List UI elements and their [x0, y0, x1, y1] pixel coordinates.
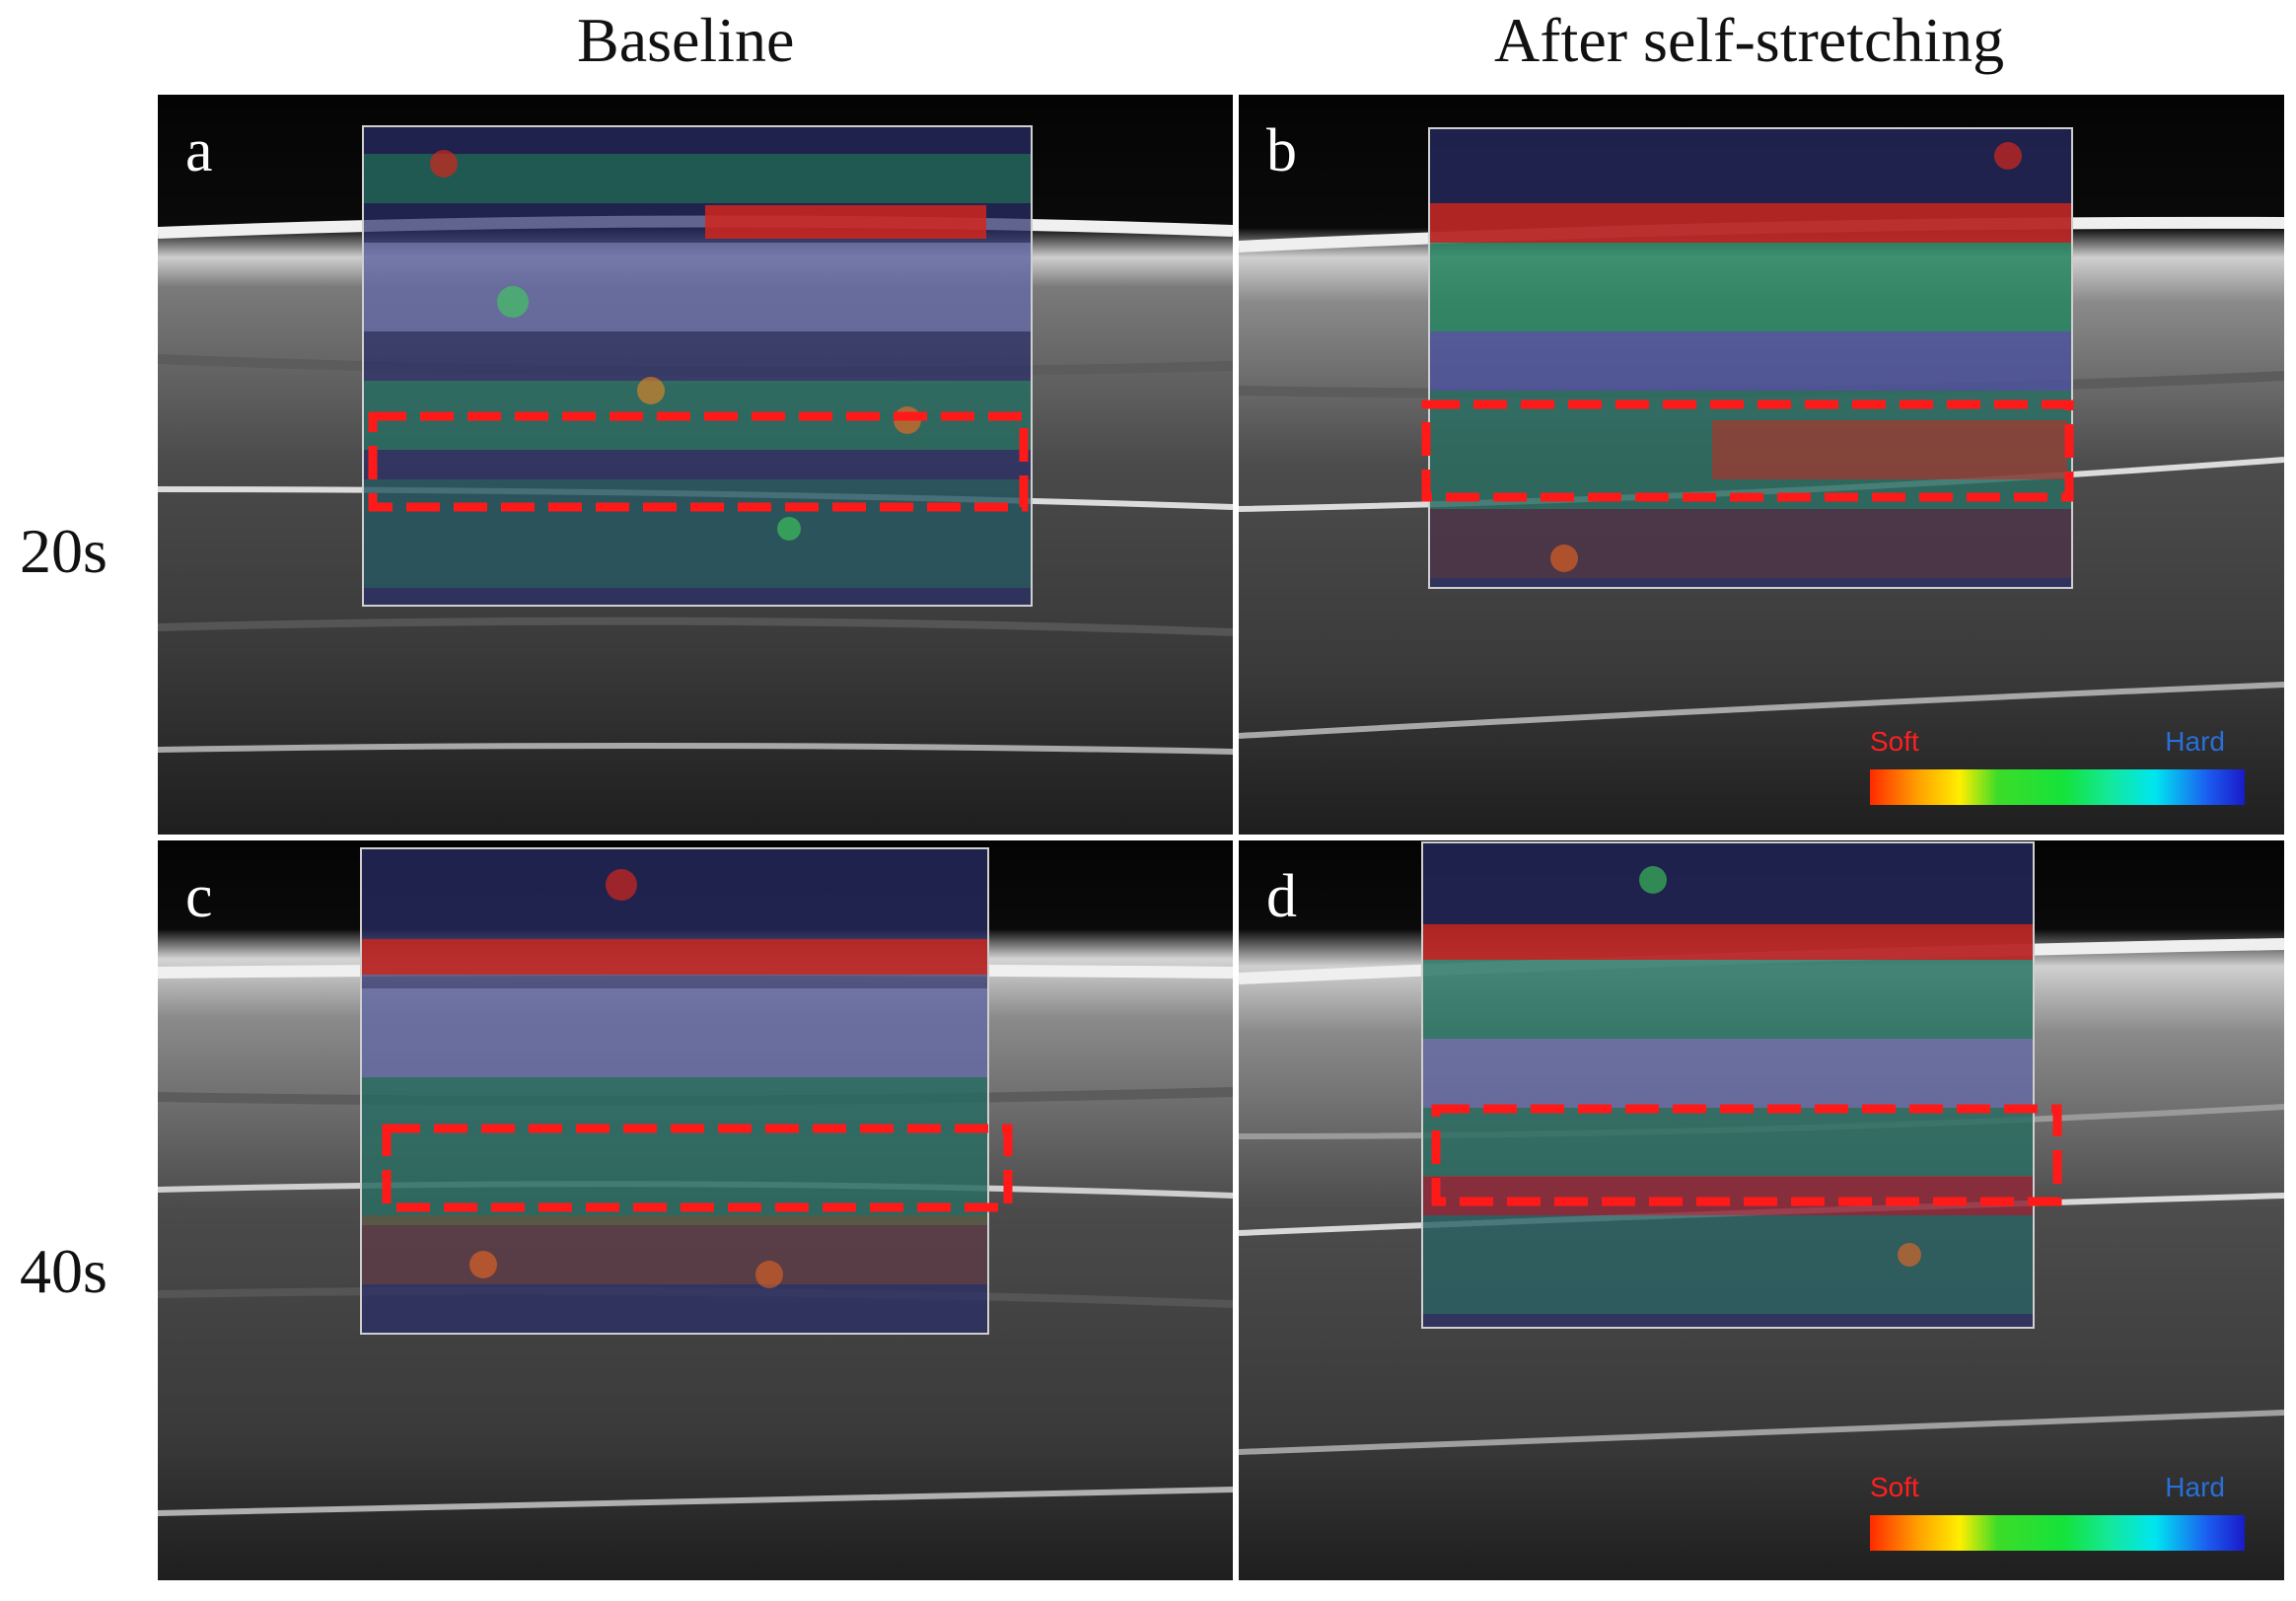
colorbar-legend-top: Soft Hard — [1870, 726, 2245, 805]
colorbar-gradient — [1870, 1515, 2245, 1551]
panel-label-c: c — [185, 863, 213, 930]
row-label-40s: 40s — [20, 1236, 108, 1306]
colorbar-hard-label: Hard — [2165, 1472, 2225, 1502]
panel-label-b: b — [1266, 117, 1297, 184]
panel-b-ultrasound: b Soft Hard — [1239, 95, 2284, 835]
colorbar-hard-label: Hard — [2165, 726, 2225, 757]
panel-c-ultrasound: c — [158, 840, 1233, 1580]
panel-label-d: d — [1266, 863, 1297, 930]
panel-a-ultrasound: a — [158, 95, 1233, 835]
ultrasound-image-d — [1239, 840, 2284, 1580]
ultrasound-image-b — [1239, 95, 2284, 835]
colorbar-legend-bottom: Soft Hard — [1870, 1472, 2245, 1551]
ultrasound-image-a — [158, 95, 1233, 835]
colorbar-soft-label: Soft — [1870, 726, 1919, 757]
row-label-20s: 20s — [20, 516, 108, 586]
panel-label-a: a — [185, 117, 213, 184]
colorbar-gradient — [1870, 769, 2245, 805]
panel-d-ultrasound: d Soft Hard — [1239, 840, 2284, 1580]
colorbar-soft-label: Soft — [1870, 1472, 1919, 1502]
column-header-baseline: Baseline — [577, 5, 795, 75]
ultrasound-image-c — [158, 840, 1233, 1580]
column-header-after-self-stretching: After self-stretching — [1494, 5, 2005, 75]
